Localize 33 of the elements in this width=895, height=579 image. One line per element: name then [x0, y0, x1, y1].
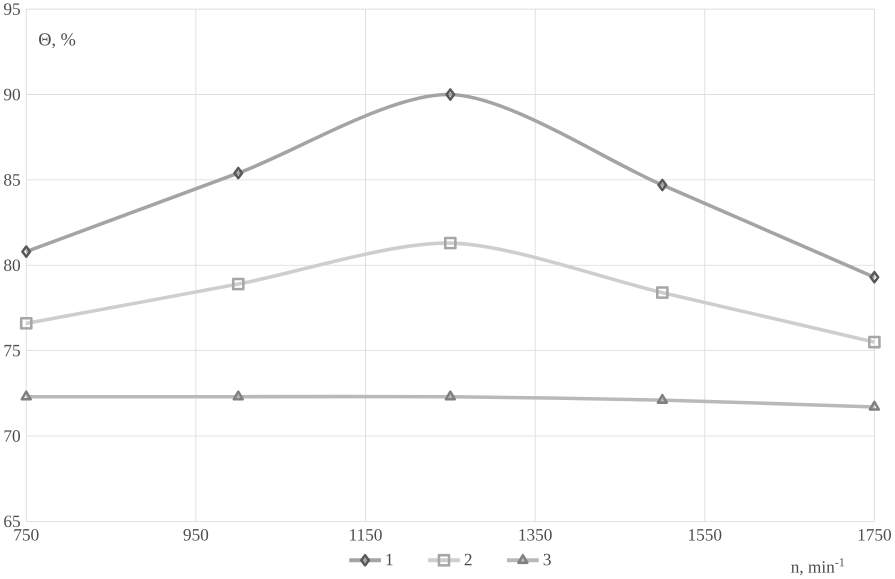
legend-label: 1 — [386, 554, 393, 566]
y-tick-label: 65 — [4, 516, 20, 528]
y-tick-label: 80 — [4, 260, 20, 272]
point — [21, 245, 32, 258]
y-tick-label: 70 — [4, 430, 20, 442]
point — [445, 88, 456, 102]
x-tick-label: 1150 — [350, 529, 382, 541]
point — [444, 236, 457, 250]
x-axis-title: n, min$^{-1}$ — [791, 558, 844, 576]
x-tick-label: 1750 — [858, 529, 891, 541]
y-tick-label: 90 — [4, 88, 20, 101]
point — [233, 166, 244, 180]
point — [232, 390, 244, 401]
point — [656, 394, 668, 404]
point — [656, 286, 669, 300]
legend-label: 2 — [464, 554, 472, 566]
point — [20, 317, 33, 330]
y-tick-label: 95 — [4, 4, 20, 16]
point — [868, 336, 881, 349]
point — [20, 390, 32, 401]
y-tick-label: 85 — [4, 174, 20, 186]
y-axis-title: Θ, % — [39, 33, 76, 48]
point — [232, 278, 245, 291]
point — [869, 271, 880, 284]
x-tick-label: 950 — [183, 529, 208, 541]
legend-label: 3 — [544, 554, 551, 566]
point — [444, 390, 456, 401]
x-tick-label: 1350 — [519, 529, 552, 541]
point — [868, 400, 880, 411]
x-tick-label: 1550 — [689, 529, 722, 541]
point — [657, 178, 668, 192]
x-tick-label: 750 — [14, 529, 39, 541]
y-tick-label: 75 — [4, 345, 20, 357]
